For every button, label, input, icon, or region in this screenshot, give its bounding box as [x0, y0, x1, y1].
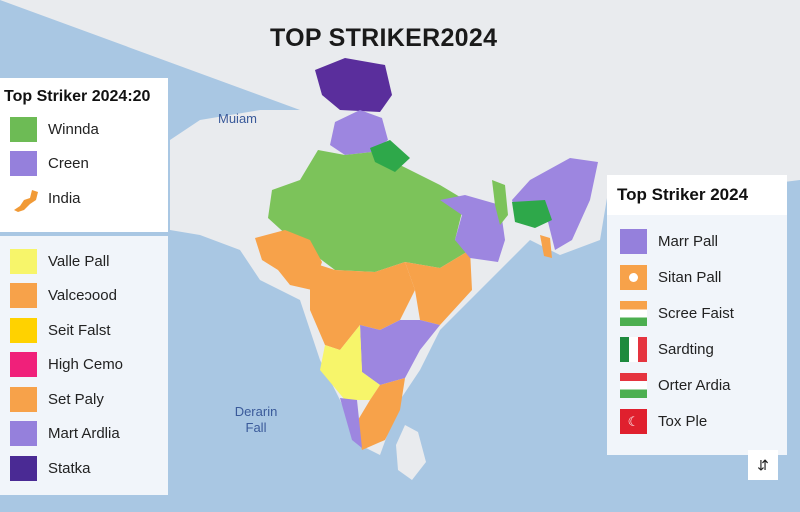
legend-label: Valle Pall	[48, 252, 110, 270]
turkey-flag-icon: ☾	[620, 408, 647, 434]
map-control-button[interactable]: ⇵	[748, 450, 778, 480]
legend-label: Tox Ple	[658, 412, 708, 430]
legend-item: Sitan Pall	[607, 259, 787, 295]
legend-label: Seit Falst	[48, 321, 111, 339]
legend-item: Sardting	[607, 331, 787, 367]
legend-item: Valle Pall	[0, 244, 168, 279]
legend-item: Orter Ardia	[607, 367, 787, 403]
region-bengal-green	[492, 180, 508, 225]
legend-label: Valceɔood	[48, 287, 117, 305]
legend-label: Creen	[48, 155, 89, 173]
legend-label: Set Paly	[48, 390, 104, 408]
swatch-icon	[10, 352, 37, 378]
region-andhra	[360, 320, 440, 385]
legend-right-title: Top Striker 2024	[607, 175, 787, 215]
swatch-icon	[620, 228, 647, 254]
swatch-icon	[10, 283, 37, 309]
italy-flag-icon	[620, 336, 647, 362]
legend-label: Sitan Pall	[658, 268, 722, 286]
legend-item: High Cemo	[0, 348, 168, 383]
india-flag-icon	[620, 300, 647, 326]
region-northeast	[512, 158, 598, 250]
region-east-lavender	[440, 195, 505, 262]
legend-label: Marr Pall	[658, 232, 719, 250]
legend-item: Creen	[0, 147, 168, 182]
swatch-icon	[10, 455, 37, 481]
map-title: TOP STRIKER2024	[270, 24, 498, 52]
swatch-icon	[10, 386, 37, 412]
india-shape-icon	[10, 186, 38, 212]
map-label-sea: Derarin Fall	[234, 404, 278, 435]
legend-item: ☾ Tox Ple	[607, 403, 787, 439]
legend-item: Winnda	[0, 112, 168, 147]
swatch-icon	[10, 317, 37, 343]
region-uttarakhand	[370, 140, 410, 172]
legend-item: Marr Pall	[607, 223, 787, 259]
legend-label: Mart Ardlia	[48, 425, 120, 443]
legend-item: Valceɔood	[0, 279, 168, 314]
swatch-icon	[10, 421, 37, 447]
legend-label: Sardting	[658, 340, 714, 358]
legend-item: Mart Ardlia	[0, 417, 168, 452]
legend-item: Scree Faist	[607, 295, 787, 331]
region-gujarat	[255, 230, 322, 290]
legend-item: Statka	[0, 451, 168, 486]
region-tripura	[540, 235, 552, 258]
legend-label: Winnda	[48, 120, 99, 138]
legend-top-title: Top Striker 2024:20	[4, 88, 151, 105]
flag-icon	[620, 372, 647, 398]
region-north-green	[268, 150, 470, 272]
region-east-orange	[405, 250, 472, 325]
legend-top: Top Striker 2024:20 Winnda Creen India	[0, 78, 168, 232]
legend-bottom: Valle Pall Valceɔood Seit Falst High Cem…	[0, 236, 168, 495]
legend-item: Seit Falst	[0, 313, 168, 348]
region-kashmir	[315, 58, 392, 112]
flag-icon	[620, 264, 647, 290]
region-karnataka	[320, 325, 380, 400]
legend-label: India	[48, 189, 81, 207]
legend-label: Orter Ardia	[658, 376, 731, 394]
swatch-icon	[10, 151, 37, 177]
region-northeast-green	[512, 200, 552, 228]
legend-label: High Cemo	[48, 356, 124, 374]
region-tamil	[355, 378, 405, 450]
legend-item: India	[0, 181, 168, 216]
sri-lanka	[396, 425, 426, 480]
legend-label: Scree Faist	[658, 304, 734, 322]
swatch-icon	[10, 116, 37, 142]
swatch-icon	[10, 248, 37, 274]
region-maharashtra	[310, 262, 415, 350]
legend-item: Set Paly	[0, 382, 168, 417]
legend-right: Top Striker 2024 Marr Pall Sitan Pall Sc…	[607, 175, 787, 455]
region-kerala	[340, 398, 362, 448]
map-label-north: Muiam	[218, 111, 258, 126]
region-himachal	[330, 110, 388, 155]
legend-label: Statka	[48, 459, 91, 477]
